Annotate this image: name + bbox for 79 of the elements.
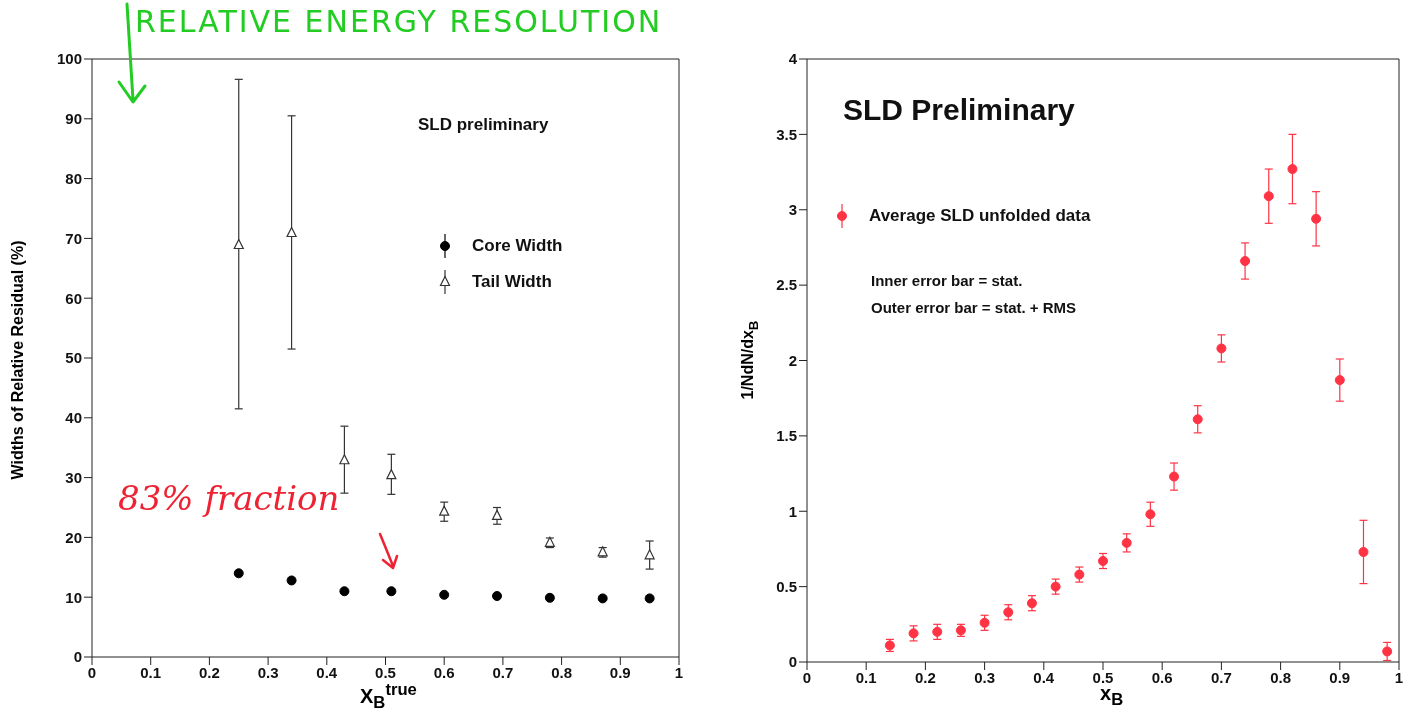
- point: [233, 568, 244, 579]
- x-tick-label: 0.1: [855, 668, 877, 686]
- x-tick-label: 0: [802, 668, 812, 686]
- point: [339, 586, 350, 597]
- y-tick-label: 80: [65, 169, 82, 187]
- x-tick-label: 0.1: [140, 663, 162, 681]
- point: [286, 226, 297, 238]
- y-tick-label: 1.5: [776, 427, 797, 445]
- annotation: SLD preliminary: [418, 115, 549, 135]
- y-tick-label: 50: [65, 349, 82, 367]
- x-tick-label: 1: [1394, 668, 1404, 686]
- point: [492, 591, 503, 601]
- point: [597, 593, 608, 604]
- x-tick-label: 0.6: [1151, 668, 1173, 686]
- x-tick-label: 0.9: [609, 663, 631, 681]
- y-tick-label: 3.5: [776, 125, 797, 143]
- y-tick-label: 3: [788, 201, 797, 219]
- x-tick-label: 1: [674, 663, 684, 681]
- x-tick-label: 0.2: [198, 663, 220, 681]
- x-tick-label: 0.9: [1329, 668, 1351, 686]
- point: [1192, 414, 1203, 425]
- y-tick-label: 100: [56, 50, 82, 68]
- point: [1334, 375, 1345, 386]
- x-tick-label: 0.4: [316, 663, 338, 681]
- point: [233, 238, 244, 250]
- x-tick-label: 0: [87, 663, 97, 681]
- x-tick-label: 0.2: [914, 668, 936, 686]
- point: [644, 549, 655, 560]
- point: [1263, 191, 1274, 202]
- point: [491, 509, 503, 520]
- y-tick-label: 0.5: [776, 577, 797, 595]
- point: [1358, 546, 1369, 557]
- x-tick-label: 0.3: [257, 663, 279, 681]
- point: [439, 589, 450, 600]
- point: [286, 575, 297, 586]
- point: [1098, 556, 1108, 566]
- x-tick-label: 0.5: [375, 663, 396, 681]
- x-tick-label: 0.4: [1033, 668, 1055, 686]
- y-tick-label: 30: [65, 468, 82, 486]
- point: [339, 454, 350, 465]
- x-tick-label: 0.8: [551, 663, 573, 681]
- y-tick-label: 2.5: [776, 276, 797, 294]
- x-tick-label: 0.8: [1270, 668, 1292, 686]
- chart-title: RELATIVE ENERGY RESOLUTION: [135, 4, 663, 39]
- x-tick-label: 0.3: [974, 668, 996, 686]
- point: [386, 469, 397, 480]
- y-tick-label: 20: [65, 528, 82, 546]
- legend-label: Average SLD unfolded data: [869, 206, 1091, 226]
- point: [1121, 537, 1132, 548]
- y-tick-label: 1: [788, 502, 797, 520]
- y-tick-label: 40: [65, 409, 82, 427]
- y-tick-label: 70: [65, 229, 82, 247]
- point: [544, 592, 555, 603]
- point: [1240, 256, 1251, 267]
- point: [386, 586, 397, 597]
- point: [1287, 164, 1298, 175]
- y-tick-label: 60: [65, 289, 82, 307]
- legend-label: Core Width: [472, 236, 563, 256]
- point: [1216, 343, 1227, 354]
- y-tick-label: 90: [65, 110, 82, 128]
- point: [644, 593, 655, 604]
- annotation: Inner error bar = stat.: [871, 272, 1023, 289]
- point: [1145, 509, 1156, 520]
- x-tick-label: 0.7: [492, 663, 514, 681]
- x-tick-label: 0.7: [1210, 668, 1232, 686]
- annotation: 83% fraction: [118, 478, 340, 518]
- annotation: Outer error bar = stat. + RMS: [871, 299, 1077, 316]
- y-tick-label: 0: [73, 648, 82, 666]
- y-axis-title: Widths of Relative Residual (%): [9, 240, 27, 480]
- y-tick-label: 2: [788, 351, 797, 369]
- legend-label: Tail Width: [472, 272, 552, 292]
- point: [1311, 213, 1322, 224]
- annotation: SLD Preliminary: [843, 93, 1075, 127]
- point: [439, 505, 450, 516]
- point: [1169, 471, 1180, 482]
- point: [1382, 646, 1393, 657]
- x-tick-label: 0.6: [433, 663, 455, 681]
- y-tick-label: 4: [788, 50, 798, 68]
- y-tick-label: 10: [65, 588, 82, 606]
